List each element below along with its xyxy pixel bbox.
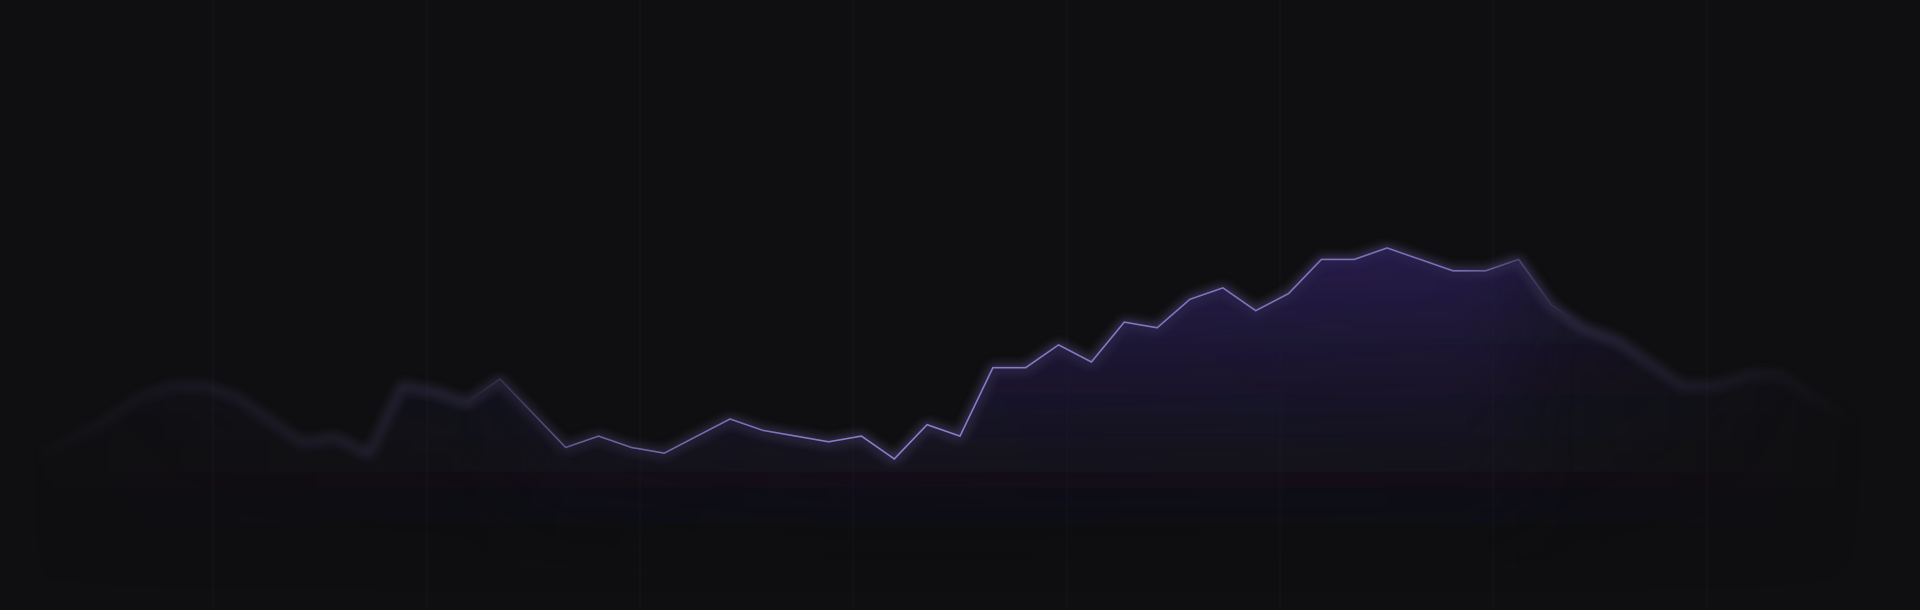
data-point (1254, 309, 1257, 312)
data-point (1550, 304, 1553, 307)
data-point (301, 440, 304, 443)
data-point (959, 435, 962, 438)
series-line (39, 247, 1881, 460)
data-point (1057, 343, 1060, 346)
data-point (729, 418, 732, 421)
data-point (1090, 361, 1093, 364)
data-point (433, 389, 436, 392)
data-point (269, 418, 272, 421)
data-point (137, 395, 140, 398)
data-point (1353, 258, 1356, 261)
data-point (71, 435, 74, 438)
data-point (1189, 298, 1192, 301)
data-point (1780, 372, 1783, 375)
data-point (564, 446, 567, 449)
data-point (926, 423, 929, 426)
area-fill (40, 248, 1880, 590)
data-point (761, 429, 764, 432)
data-point (1616, 338, 1619, 341)
data-point (1156, 326, 1159, 329)
data-point (597, 435, 600, 438)
data-point (1287, 292, 1290, 295)
data-point (1320, 258, 1323, 261)
data-point (1583, 326, 1586, 329)
data-point (630, 446, 633, 449)
data-point (104, 418, 107, 421)
data-point (39, 452, 42, 455)
data-point (991, 366, 994, 369)
data-point (1714, 383, 1717, 386)
data-point (170, 383, 173, 386)
data-point (1123, 321, 1126, 324)
data-point (1221, 286, 1224, 289)
data-point (1024, 366, 1027, 369)
data-point (794, 435, 797, 438)
data-point (1747, 372, 1750, 375)
data-point (1517, 258, 1520, 261)
data-point (1879, 429, 1882, 432)
data-point (1846, 412, 1849, 415)
data-point (1419, 258, 1422, 261)
data-point (1484, 269, 1487, 272)
data-point (1813, 395, 1816, 398)
data-point (466, 400, 469, 403)
data-point (334, 435, 337, 438)
data-point (236, 395, 239, 398)
data-point (400, 383, 403, 386)
data-point (367, 452, 370, 455)
data-point (499, 378, 502, 381)
data-point (1649, 361, 1652, 364)
data-point (893, 457, 896, 460)
data-point (531, 412, 534, 415)
data-point (696, 435, 699, 438)
data-point (1681, 383, 1684, 386)
data-point (663, 452, 666, 455)
data-point (203, 383, 206, 386)
data-point (1386, 247, 1389, 250)
data-point (860, 435, 863, 438)
data-point (1451, 269, 1454, 272)
data-point (827, 440, 830, 443)
